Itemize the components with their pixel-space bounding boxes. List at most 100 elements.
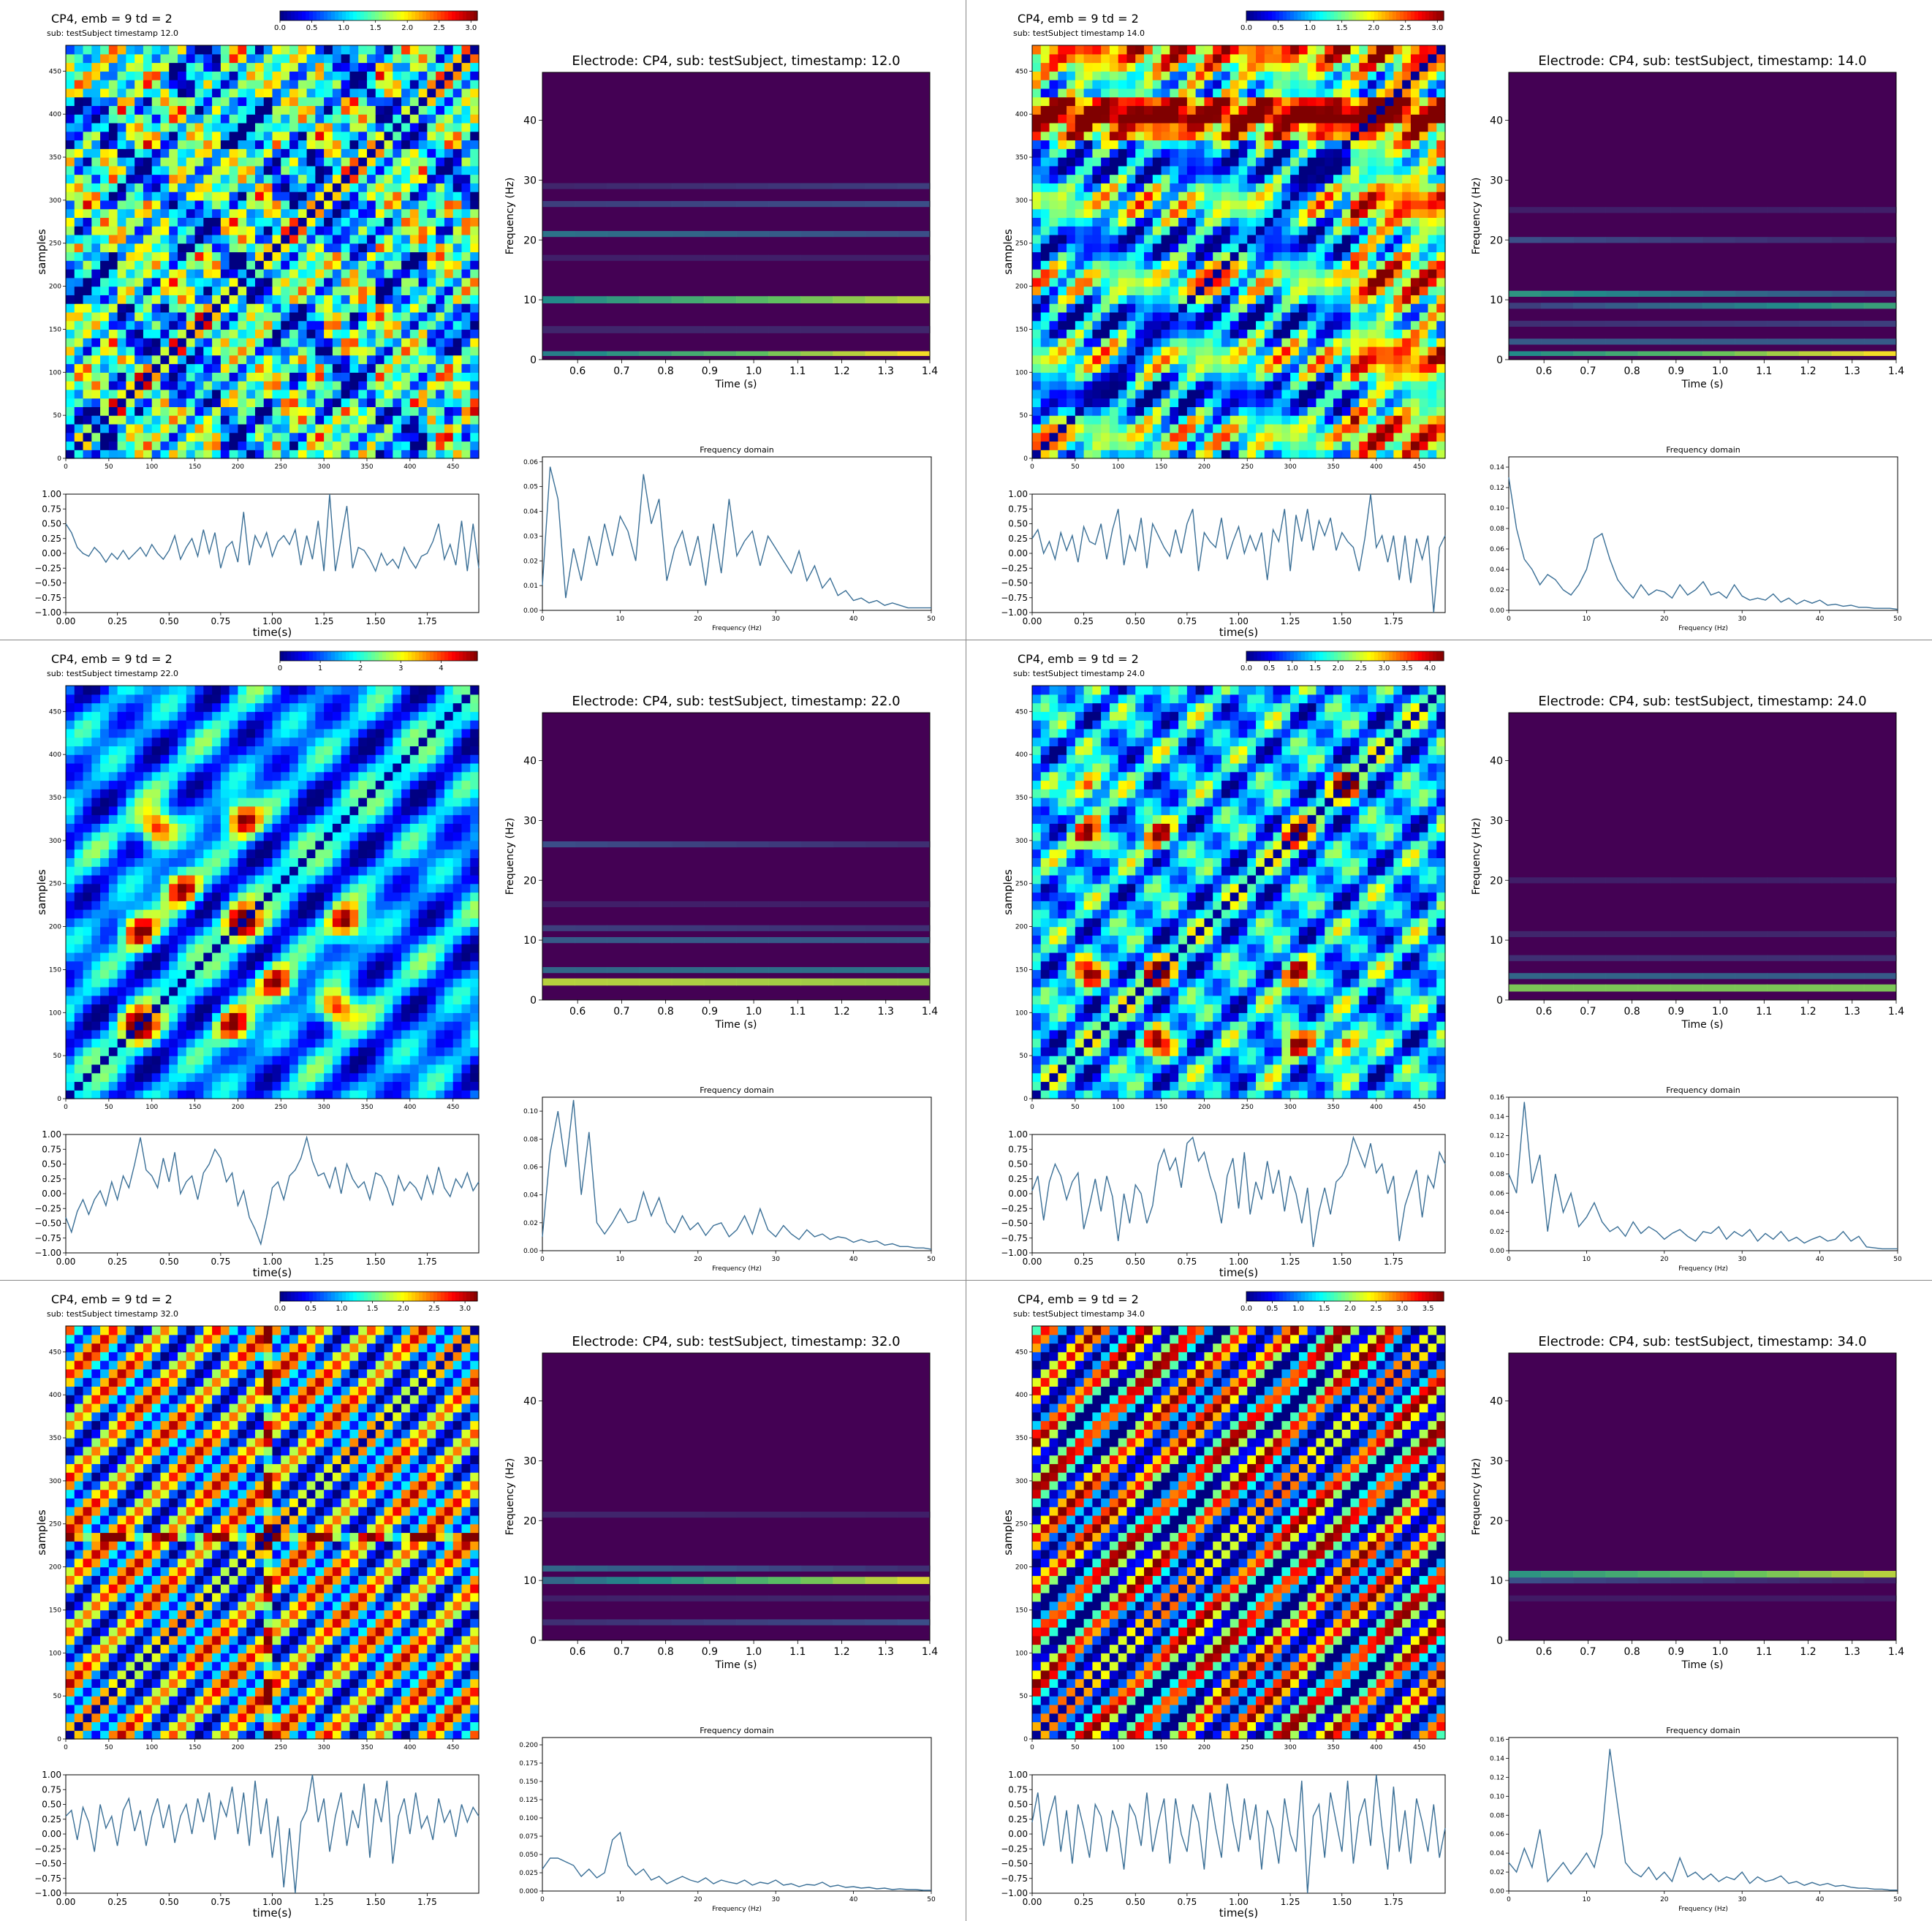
colorbar-segment: [459, 11, 463, 20]
recurrence-cell: [444, 183, 454, 192]
recurrence-cell: [263, 286, 273, 295]
recurrence-cell: [246, 269, 256, 279]
recurrence-cell: [229, 389, 239, 399]
recurrence-cell: [470, 183, 480, 192]
recurrence-cell: [1186, 450, 1197, 459]
recurrence-cell: [238, 311, 247, 322]
recurrence-cell: [66, 148, 75, 158]
recurrence-cell: [1359, 269, 1368, 279]
recurrence-cell: [436, 234, 445, 244]
recurrence-cell: [1436, 286, 1446, 295]
recurrence-cell: [1238, 260, 1248, 270]
recurrence-cell: [1436, 71, 1446, 80]
recurrence-cell: [1118, 105, 1128, 115]
recurrence-cell: [409, 269, 420, 279]
recurrence-cell: [409, 338, 420, 347]
recurrence-cell: [254, 406, 265, 416]
recurrence-cell: [1221, 295, 1231, 304]
recurrence-cell: [341, 389, 351, 399]
recurrence-cell: [1316, 441, 1325, 450]
recurrence-cell: [1273, 450, 1282, 459]
recurrence-cell: [1040, 311, 1050, 322]
recurrence-cell: [272, 226, 281, 235]
recurrence-cell: [220, 311, 230, 322]
recurrence-cell: [401, 208, 411, 219]
recurrence-cell: [1325, 415, 1334, 425]
recurrence-cell: [427, 148, 436, 158]
recurrence-cell: [1402, 208, 1412, 219]
recurrence-cell: [151, 415, 162, 425]
recurrence-cell: [1118, 174, 1128, 183]
recurrence-cell: [418, 346, 428, 356]
recurrence-cell: [1376, 105, 1386, 115]
recurrence-cell: [1161, 148, 1170, 158]
recurrence-cell: [1049, 183, 1058, 192]
recurrence-cell: [452, 88, 463, 98]
recurrence-cell: [281, 96, 290, 106]
recurrence-cell: [1213, 415, 1222, 425]
recurrence-cell: [1170, 174, 1179, 183]
recurrence-cell: [1376, 329, 1386, 338]
recurrence-cell: [1281, 441, 1291, 450]
recurrence-cell: [117, 62, 126, 72]
recurrence-cell: [1092, 346, 1102, 356]
recurrence-cell: [358, 157, 368, 167]
recurrence-cell: [1075, 165, 1085, 175]
recurrence-cell: [1264, 303, 1274, 313]
recurrence-cell: [1290, 105, 1300, 115]
recurrence-cell: [263, 105, 273, 115]
recurrence-cell: [238, 423, 247, 433]
recurrence-cell: [83, 140, 92, 149]
recurrence-cell: [1325, 389, 1334, 399]
recurrence-cell: [436, 303, 445, 313]
recurrence-cell: [375, 165, 385, 175]
recurrence-cell: [1058, 381, 1067, 390]
recurrence-cell: [1204, 114, 1213, 124]
recurrence-cell: [1161, 62, 1170, 72]
recurrence-cell: [220, 62, 230, 72]
recurrence-cell: [401, 71, 411, 80]
recurrence-cell: [160, 183, 170, 192]
recurrence-cell: [1083, 260, 1093, 270]
recurrence-cell: [1204, 295, 1213, 304]
recurrence-cell: [1247, 114, 1257, 124]
recurrence-cell: [238, 398, 247, 407]
recurrence-cell: [229, 338, 239, 347]
recurrence-cell: [1368, 53, 1377, 64]
recurrence-cell: [169, 338, 178, 347]
recurrence-cell: [1290, 174, 1300, 183]
recurrence-cell: [1221, 441, 1231, 450]
recurrence-cell: [289, 415, 299, 425]
recurrence-cell: [108, 217, 118, 227]
recurrence-cell: [1256, 80, 1265, 89]
recurrence-cell: [1109, 398, 1119, 407]
recurrence-cell: [194, 131, 204, 141]
spectrogram-band: [542, 326, 575, 333]
spectrogram-band: [703, 254, 737, 261]
recurrence-cell: [1101, 200, 1110, 210]
recurrence-cell: [1135, 320, 1145, 330]
recurrence-cell: [91, 200, 101, 210]
recurrence-cell: [1040, 226, 1050, 235]
recurrence-cell: [1376, 372, 1386, 382]
recurrence-cell: [452, 269, 463, 279]
recurrence-cell: [427, 329, 436, 338]
recurrence-cell: [1273, 269, 1282, 279]
recurrence-cell: [1083, 234, 1093, 244]
recurrence-cell: [332, 277, 342, 287]
recurrence-cell: [1213, 96, 1222, 106]
recurrence-cell: [1298, 260, 1308, 270]
recurrence-cell: [1058, 140, 1067, 149]
recurrence-cell: [151, 346, 162, 356]
recurrence-cell: [1316, 406, 1325, 416]
recurrence-cell: [1256, 165, 1265, 175]
recurrence-cell: [1316, 192, 1325, 201]
recurrence-cell: [203, 423, 213, 433]
recurrence-cell: [1384, 415, 1394, 425]
recurrence-cell: [135, 45, 144, 55]
recurrence-cell: [1402, 140, 1412, 149]
recurrence-cell: [74, 131, 84, 141]
recurrence-cell: [341, 295, 351, 304]
recurrence-cell: [1384, 183, 1394, 192]
recurrence-cell: [1402, 355, 1412, 365]
